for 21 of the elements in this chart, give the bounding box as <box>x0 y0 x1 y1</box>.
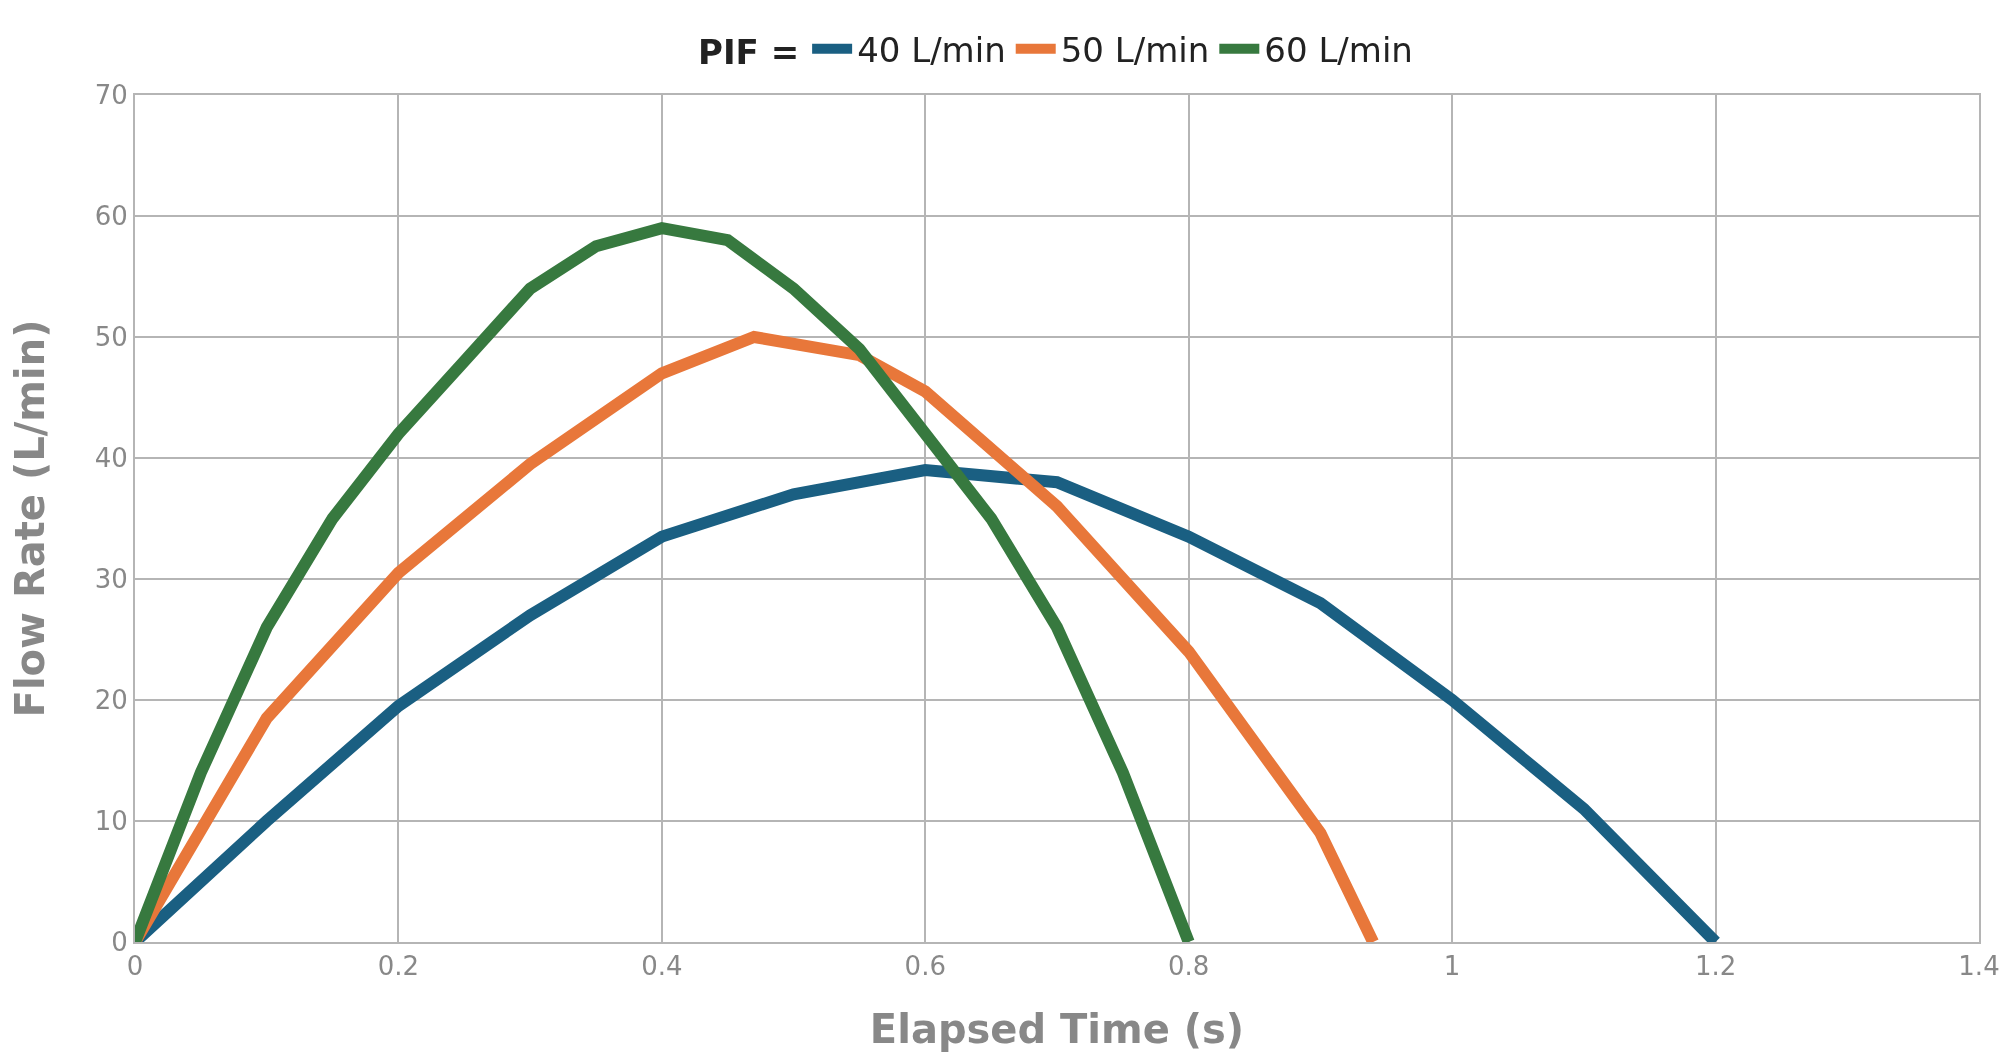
x-tick-label: 1.4 <box>1958 951 2000 982</box>
y-tick-label: 10 <box>94 806 128 837</box>
y-tick-label: 0 <box>111 927 128 958</box>
x-tick-label: 0.8 <box>1168 951 1210 982</box>
y-tick-label: 40 <box>94 443 128 474</box>
legend-label: 60 L/min <box>1264 29 1413 70</box>
y-tick-label: 20 <box>94 685 128 716</box>
x-tick-label: 1.2 <box>1694 951 1737 982</box>
legend-title: PIF = <box>698 32 800 73</box>
y-tick-label: 70 <box>94 80 128 111</box>
legend-label: 40 L/min <box>857 29 1006 70</box>
x-tick-label: 0.6 <box>904 951 946 982</box>
x-axis-title: Elapsed Time (s) <box>869 1006 1245 1052</box>
y-tick-label: 30 <box>94 564 128 595</box>
y-tick-label: 50 <box>94 322 128 353</box>
legend-label: 50 L/min <box>1060 29 1210 70</box>
x-tick-label: 0.4 <box>641 951 683 982</box>
x-tick-label: 1 <box>1443 951 1461 982</box>
y-axis-title: Flow Rate (L/min) <box>7 319 53 718</box>
x-tick-label: 0.2 <box>377 951 420 982</box>
y-tick-label: 60 <box>94 201 128 232</box>
